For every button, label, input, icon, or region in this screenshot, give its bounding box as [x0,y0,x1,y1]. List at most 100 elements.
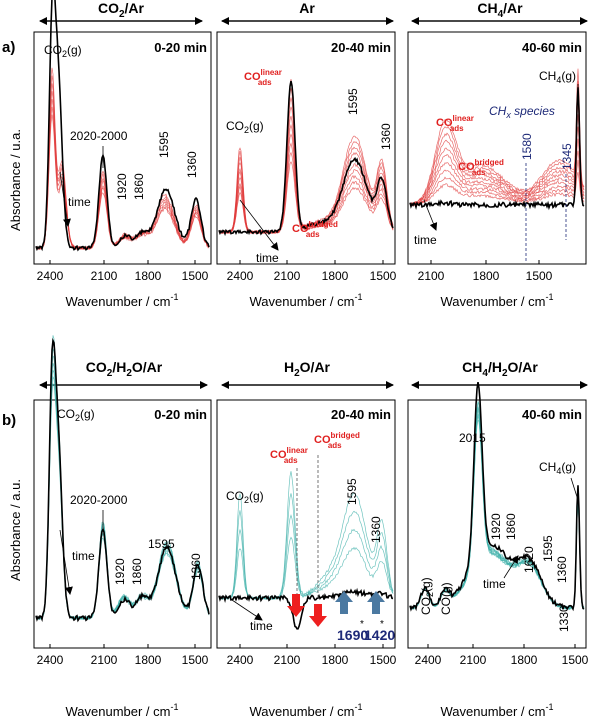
co2-gas-label-b2: CO2(g) [226,489,264,505]
x-axis-label-a2: Wavenumber / cm-1 [249,292,362,309]
x-tick-label: 2100 [91,653,118,667]
row-a-x-axis-labels: Wavenumber / cm-1 Wavenumber / cm-1 Wave… [65,292,553,309]
co2-gas-label-a2: CO2(g) [226,119,264,135]
peak-1620-label: 1620 [522,546,536,573]
x-tick-label: 1500 [182,269,209,283]
panel-a2-spectra [218,79,394,237]
svg-text:*: * [360,619,364,630]
panel-b3-time-range: 40-60 min [522,407,582,422]
panel-b3-title: CH4/H2O/Ar [462,359,538,379]
x-tick-label: 1800 [511,653,538,667]
panel-b3-annotations: 2015 CH4(g) 1920 1860 1620 1595 1360 CO2… [419,431,579,632]
row-b-x-axis-labels: Wavenumber / cm-1 Wavenumber / cm-1 Wave… [65,702,553,719]
panel-a1-spectra [35,0,210,252]
panel-a1-title: CO2/Ar [98,0,145,20]
panel-a1-time-range: 0-20 min [154,40,207,55]
x-tick-label: 2400 [37,269,64,283]
arrow-up-icon [335,591,353,614]
spectrum-trace [409,126,585,206]
panel-a3-title: CH4/Ar [477,0,523,20]
x-tick-label: 1800 [135,653,162,667]
co2-gas-label-b1: CO2(g) [57,407,95,423]
time-label: time [68,195,91,209]
co-bridged-ads-label: CObridged ads [292,220,338,239]
co2-gas-label: CO2(g) [44,43,82,59]
x-tick-label: 2100 [274,269,301,283]
panel-a3-frame [407,31,587,265]
time-label-b2: time [250,619,273,633]
x-tick-label: 2100 [418,269,445,283]
peak-2020-2000-label: 2020-2000 [70,129,128,143]
panel-a3-header: CH4/Ar [411,0,588,25]
x-axis-label-b3: Wavenumber / cm-1 [440,702,553,719]
co-linear-ads-label: COlinear ads [244,68,282,87]
x-tick-label: 1800 [135,269,162,283]
arrow-up-icon [367,591,385,614]
x-axis-label-b2: Wavenumber / cm-1 [249,702,362,719]
peak-1920-label: 1920 [115,173,129,200]
row-b-x-ticks: 2400 2100 1800 1500 2400 2100 1800 1500 2400 2100… [37,644,589,667]
panel-b3-header: CH4/H2O/Ar [411,359,588,389]
spectrum-trace [409,87,585,211]
panel-b2-spectra [218,471,394,630]
peak-1360-label-b3: 1360 [555,556,569,583]
spectrum-trace [409,138,585,206]
peak-1595-label: 1595 [157,131,171,158]
x-tick-label: 2400 [227,653,254,667]
spectrum-trace [409,172,585,207]
time-label-b1: time [72,549,95,563]
x-tick-label: 2400 [37,653,64,667]
x-tick-label: 2400 [415,653,442,667]
spectrum-trace [35,337,210,623]
panel-b1-spectra [35,335,210,623]
panel-b1-annotations: CO2(g) 2020-2000 1920 1860 1595 1360 tim… [57,407,203,595]
x-tick-label: 2100 [91,269,118,283]
peak-1360-label-b2: 1360 [369,516,383,543]
co-gas-label: CO(g) [439,582,453,615]
row-a-y-axis-label: Absorbance / u.a. [8,129,23,231]
svg-text:*: * [380,619,384,630]
row-a-label: a) [2,39,15,56]
x-tick-label: 1500 [562,653,589,667]
spectrum-trace [409,114,585,206]
x-tick-label: 1800 [322,269,349,283]
row-b-y-axis-label: Absorbance / a.u. [8,479,23,581]
peak-2020-2000-label-b1: 2020-2000 [70,493,128,507]
spectrum-trace [409,102,585,206]
ch4-gas-label-b3: CH4(g) [539,460,576,476]
peak-1360-label-b1: 1360 [189,553,203,580]
panel-b2-time-range: 20-40 min [331,407,391,422]
panel-b2-header: H2O/Ar [221,359,394,389]
spectrum-trace [35,83,210,250]
x-tick-label: 1800 [322,653,349,667]
row-a-x-ticks: 2400 2100 1800 1500 2400 2100 1800 1500 2100 1800… [37,260,553,283]
spectrum-trace [409,150,585,207]
co2-gas-label-b3: CO2(g) [419,577,435,615]
spectrum-trace [409,381,585,612]
panel-b1-frame [33,399,212,649]
spectrum-trace [35,0,210,252]
spectrum-trace [218,587,394,630]
ch4-gas-label: CH4(g) [539,69,576,85]
panel-b1-header: CO2/H2O/Ar [39,359,208,389]
panel-b3-frame [407,399,587,649]
x-axis-label-a3: Wavenumber / cm-1 [440,292,553,309]
x-axis-label-b1: Wavenumber / cm-1 [65,702,178,719]
x-tick-label: 2100 [460,653,487,667]
chx-species-label: CHx species [489,104,555,120]
co-linear-ads-label-a3: COlinear ads [436,114,474,133]
x-tick-label: 1500 [526,269,553,283]
spectrum-trace [35,91,210,250]
peak-1860-label-b1: 1860 [130,558,144,585]
spectrum-trace [218,80,394,237]
x-tick-label: 1500 [370,269,397,283]
time-label-a2: time [256,251,279,265]
x-tick-label: 1500 [182,653,209,667]
time-label-a3: time [414,233,437,247]
panel-b1-title: CO2/H2O/Ar [86,359,163,379]
co-linear-ads-label-b2: COlinear ads [270,446,308,465]
panel-b1-time-range: 0-20 min [154,407,207,422]
x-axis-label-a1: Wavenumber / cm-1 [65,292,178,309]
